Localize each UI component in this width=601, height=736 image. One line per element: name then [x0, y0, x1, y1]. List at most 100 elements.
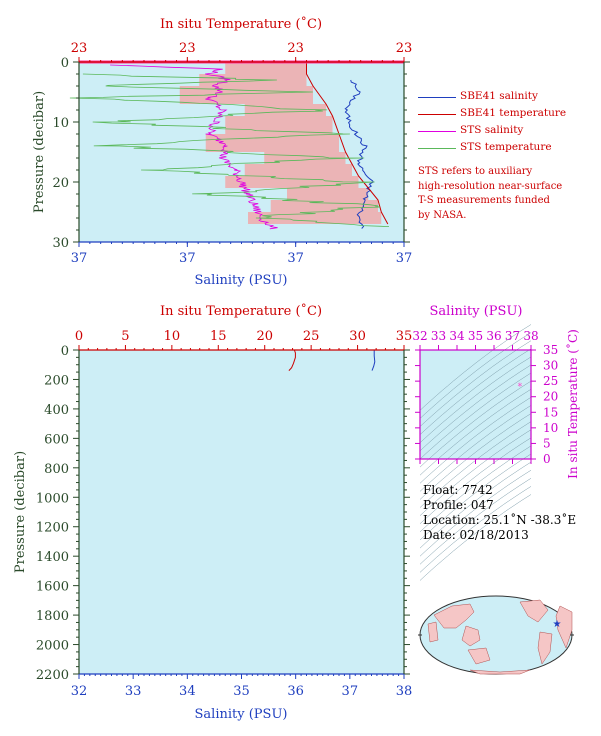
note-line: high-resolution near-surface	[418, 180, 563, 192]
ts-temp-tick-label: 20	[543, 390, 558, 404]
legend-swatch-sts-salinity	[418, 131, 456, 132]
top-y-tick-label: 10	[52, 116, 69, 131]
bottom-y-tick-label: 2200	[36, 668, 69, 683]
series-sts-salinity	[110, 64, 278, 230]
top-temp-tick-label: 23	[71, 41, 88, 56]
ts-temp-tick-label: 30	[543, 359, 558, 373]
ts-isopycnal	[419, 437, 532, 524]
ts-temp-axis-title: In situ Temperature (˚C)	[565, 329, 580, 479]
bottom-temp-tick-labels: 0 5 10 15 20 25 30 35	[75, 329, 412, 344]
bottom-y-tick-label: 2000	[36, 639, 69, 654]
ts-temp-tick-label: 25	[543, 374, 558, 388]
top-sal-tick-label: 37	[71, 251, 88, 266]
ts-sal-tick-label: 37	[505, 329, 520, 343]
bottom-sal-axis-title: Salinity (PSU)	[195, 707, 288, 722]
ts-temp-tick-label: 35	[543, 343, 558, 357]
map-continent-antarctica	[469, 669, 531, 675]
ts-isopycnal	[419, 397, 532, 484]
bottom-y-tick-label: 0	[61, 344, 69, 359]
bottom-series	[288, 349, 376, 371]
bottom-y-tick-label: 1800	[36, 609, 69, 624]
map-continent-maritime	[461, 625, 481, 647]
top-series	[69, 63, 390, 230]
ts-temp-tick-label: 5	[543, 436, 551, 450]
bottom-plot-area	[79, 350, 404, 674]
sts-note: STS refers to auxiliary high-resolution …	[418, 165, 598, 223]
ts-isopycnal	[419, 405, 532, 492]
legend-swatch-sbe-salinity	[418, 97, 456, 98]
top-sal-tick-label: 37	[287, 251, 304, 266]
ts-isopycnal	[419, 380, 532, 468]
location: Location: 25.1˚N -38.3˚E	[423, 513, 577, 527]
ts-sal-tick-labels: 32 33 34 35 36 37 38	[412, 329, 538, 343]
note-line: by NASA.	[418, 209, 467, 221]
bottom-axes	[73, 345, 410, 679]
legend-label: SBE41 temperature	[460, 107, 567, 119]
bottom-y-tick-label: 1400	[36, 550, 69, 565]
top-chart: In situ Temperature (˚C) 23 23 23 23 37 37 37…	[32, 16, 412, 288]
legend-label: SBE41 salinity	[460, 90, 538, 102]
ts-sal-tick-label: 35	[468, 329, 483, 343]
ts-data-point: *	[518, 383, 523, 393]
top-axes	[73, 57, 410, 247]
series-sbe41-temperature	[288, 349, 296, 371]
ts-isopycnal	[419, 372, 532, 460]
bottom-y-tick-label: 1200	[36, 521, 69, 536]
bottom-temp-tick-label: 5	[121, 329, 129, 344]
bottom-sal-tick-label: 33	[125, 684, 142, 699]
ts-temp-tick-label: 15	[543, 405, 558, 419]
top-overlap-band	[205, 134, 339, 152]
top-y-axis-title: Pressure (decibar)	[32, 91, 47, 213]
ts-sal-tick-label: 32	[412, 329, 427, 343]
top-sal-axis-title: Salinity (PSU)	[195, 273, 288, 288]
ts-isopycnal	[419, 429, 532, 516]
map-float-location-marker: ★	[553, 619, 562, 630]
bottom-temp-tick-label: 20	[256, 329, 273, 344]
ts-isopycnal	[419, 478, 532, 565]
ts-temp-tick-label: 10	[543, 421, 558, 435]
map-continent-africa-europe	[555, 605, 573, 649]
bottom-y-tick-label: 1000	[36, 491, 69, 506]
bottom-temp-tick-label: 35	[396, 329, 413, 344]
bottom-y-tick-label: 600	[44, 432, 69, 447]
ts-isopycnal	[419, 461, 532, 549]
bottom-temp-tick-label: 25	[303, 329, 320, 344]
top-y-tick-labels: 0 10 20 30	[52, 56, 69, 251]
bottom-sal-tick-label: 32	[71, 684, 88, 699]
top-overlap-band	[244, 104, 326, 116]
top-sal-tick-labels: 37 37 37 37	[71, 251, 413, 266]
float-info: Float: 7742 Profile: 047 Location: 25.1˚…	[423, 483, 576, 543]
series-sts-temperature	[69, 73, 390, 227]
series-sbe41-salinity	[371, 350, 376, 371]
bottom-temp-axis-title: In situ Temperature (˚C)	[160, 303, 322, 319]
top-overlap-band	[225, 63, 307, 74]
legend-label: STS temperature	[460, 141, 552, 153]
ts-isopycnal	[419, 340, 532, 427]
map-continent-australia	[467, 647, 491, 665]
bottom-y-tick-labels: 0 200 400 600 800 1000 1200 1400 1600 1800 2000 220…	[36, 344, 69, 683]
ts-isopycnal	[419, 324, 532, 411]
ts-isopycnal	[419, 348, 532, 435]
bottom-y-tick-label: 200	[44, 373, 69, 388]
bottom-y-tick-label: 800	[44, 462, 69, 477]
note-line: T-S measurements funded	[418, 195, 550, 206]
top-temp-tick-label: 23	[179, 41, 196, 56]
map-continent-asia	[433, 603, 475, 629]
ts-plot-area	[420, 350, 531, 459]
map-land	[427, 599, 573, 675]
ts-density-contours	[419, 324, 532, 581]
top-y-tick-label: 30	[52, 236, 69, 251]
ts-isopycnal	[419, 453, 532, 541]
ts-isopycnal	[419, 486, 532, 573]
legend-label: STS salinity	[460, 124, 524, 136]
ts-sal-tick-label: 38	[523, 329, 538, 343]
legend-swatch-sbe-temperature	[418, 114, 456, 115]
ts-isopycnal	[419, 356, 532, 443]
ts-isopycnal	[419, 364, 532, 452]
note-line: STS refers to auxiliary	[418, 166, 533, 177]
ts-sal-tick-label: 34	[449, 329, 465, 343]
ts-isopycnal	[419, 332, 532, 419]
bottom-sal-tick-label: 37	[342, 684, 359, 699]
top-overlap-band	[248, 212, 382, 224]
